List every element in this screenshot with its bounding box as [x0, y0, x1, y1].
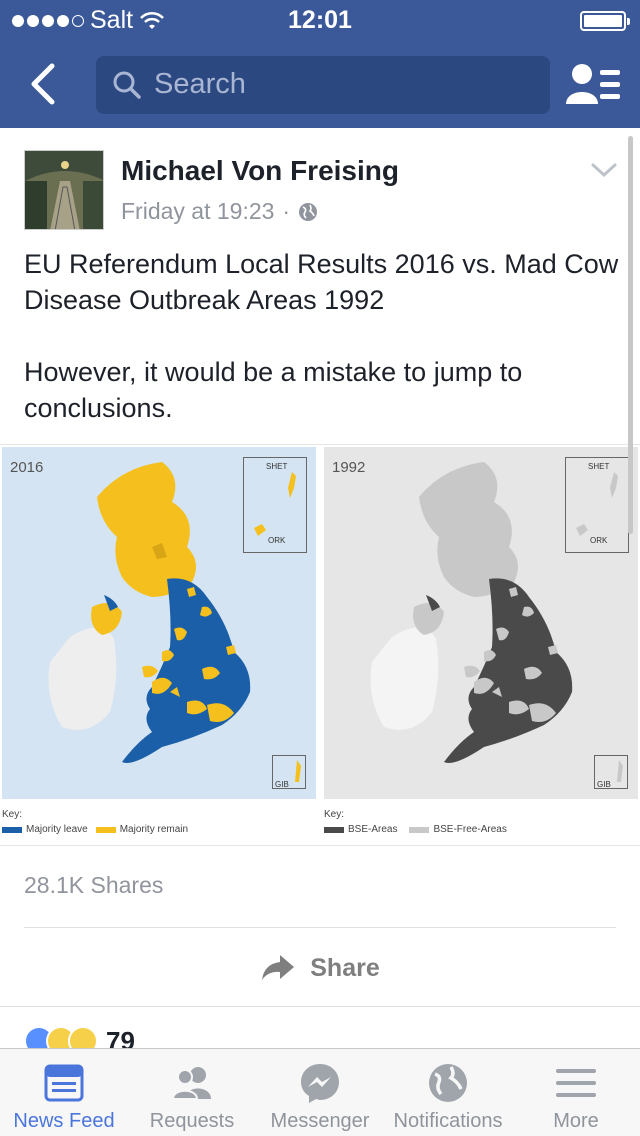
post-image[interactable]: 2016 SHET ORK	[0, 444, 640, 846]
share-arrow-icon	[262, 955, 295, 980]
post-timestamp[interactable]: Friday at 19:23	[121, 198, 275, 224]
search-input[interactable]: Search	[96, 56, 550, 114]
search-placeholder: Search	[154, 68, 246, 100]
clock: 12:01	[288, 6, 352, 34]
legend-label: BSE-Free-Areas	[433, 824, 507, 835]
meta-separator: ·	[282, 198, 291, 224]
scrollbar[interactable]	[628, 136, 633, 534]
more-icon	[556, 1069, 596, 1097]
avatar[interactable]	[24, 150, 104, 230]
reactions-summary[interactable]: 79	[24, 1026, 135, 1052]
friends-list-icon[interactable]	[566, 62, 622, 110]
legend-swatch-bse	[324, 826, 344, 833]
legend-label: BSE-Areas	[348, 824, 398, 835]
map-2016-drawing	[48, 462, 251, 763]
map-year: 1992	[332, 459, 366, 476]
reaction-count: 79	[106, 1026, 135, 1052]
share-button[interactable]: Share	[0, 940, 640, 996]
signal-icon	[12, 14, 84, 27]
inset-label: SHET	[588, 462, 610, 471]
divider	[0, 1006, 640, 1007]
globe-icon	[299, 202, 318, 221]
post-author[interactable]: Michael Von Freising	[121, 155, 399, 186]
inset-gibraltar: GIB	[594, 755, 628, 789]
nav-bar: Search	[0, 40, 640, 128]
back-icon[interactable]	[20, 60, 68, 108]
tab-label: More	[553, 1110, 599, 1132]
map-1992-drawing	[370, 462, 573, 763]
tab-label: News Feed	[13, 1110, 115, 1132]
tab-label: Requests	[149, 1110, 235, 1132]
legend-swatch-bse-free	[409, 826, 430, 833]
tab-more[interactable]: More	[512, 1049, 640, 1136]
wow-reaction-icon	[68, 1026, 98, 1052]
tab-notifications[interactable]: Notifications	[384, 1049, 512, 1136]
tab-news-feed[interactable]: News Feed	[0, 1049, 128, 1136]
inset-shetland-orkney: SHET ORK	[565, 457, 629, 553]
post-text: EU Referendum Local Results 2016 vs. Mad…	[24, 246, 624, 462]
tab-messenger[interactable]: Messenger	[256, 1049, 384, 1136]
inset-label: ORK	[590, 536, 608, 545]
divider	[24, 927, 616, 928]
inset-shetland-orkney: SHET ORK	[243, 457, 307, 553]
inset-label: SHET	[266, 462, 288, 471]
legend-title: Key:	[324, 809, 345, 820]
legend-label: Majority remain	[119, 824, 189, 835]
post-text-line: EU Referendum Local Results 2016 vs. Mad…	[24, 249, 619, 315]
share-count[interactable]: 28.1K Shares	[24, 872, 164, 898]
inset-gibraltar: GIB	[272, 755, 306, 789]
messenger-icon	[301, 1064, 339, 1103]
legend-swatch-leave	[2, 826, 22, 833]
avatar-photo	[25, 151, 103, 229]
wifi-icon	[140, 11, 165, 29]
legend-title: Key:	[2, 809, 23, 820]
tab-requests[interactable]: Requests	[128, 1049, 256, 1136]
chevron-down-icon[interactable]	[590, 160, 618, 180]
legend-2016: Key: Majority leave Majority remain	[2, 809, 188, 835]
inset-label: GIB	[597, 780, 611, 789]
legend-1992: Key: BSE-Areas BSE-Free-Areas	[324, 809, 507, 835]
inset-label: GIB	[275, 780, 289, 789]
legend-label: Majority leave	[26, 824, 88, 835]
battery-icon	[580, 11, 630, 31]
map-year: 2016	[10, 459, 44, 476]
news-feed-icon	[44, 1064, 84, 1102]
notifications-icon	[429, 1064, 467, 1102]
carrier-signal: Salt	[12, 6, 165, 35]
map-1992: 1992 SHET ORK	[324, 447, 638, 799]
search-icon	[113, 71, 141, 99]
post-text-line: However, it would be a mistake to jump t…	[24, 357, 523, 423]
tab-label: Messenger	[270, 1110, 370, 1132]
requests-icon	[171, 1067, 211, 1100]
share-label: Share	[310, 953, 380, 982]
post-meta: Friday at 19:23 ·	[121, 198, 318, 225]
carrier-name: Salt	[90, 6, 134, 34]
tab-bar: News Feed Requests Messenger Notificatio…	[0, 1048, 640, 1136]
inset-label: ORK	[268, 536, 286, 545]
tab-label: Notifications	[393, 1110, 503, 1132]
status-bar: Salt 12:01	[0, 0, 640, 40]
map-2016: 2016 SHET ORK	[2, 447, 316, 799]
legend-swatch-remain	[95, 826, 116, 833]
